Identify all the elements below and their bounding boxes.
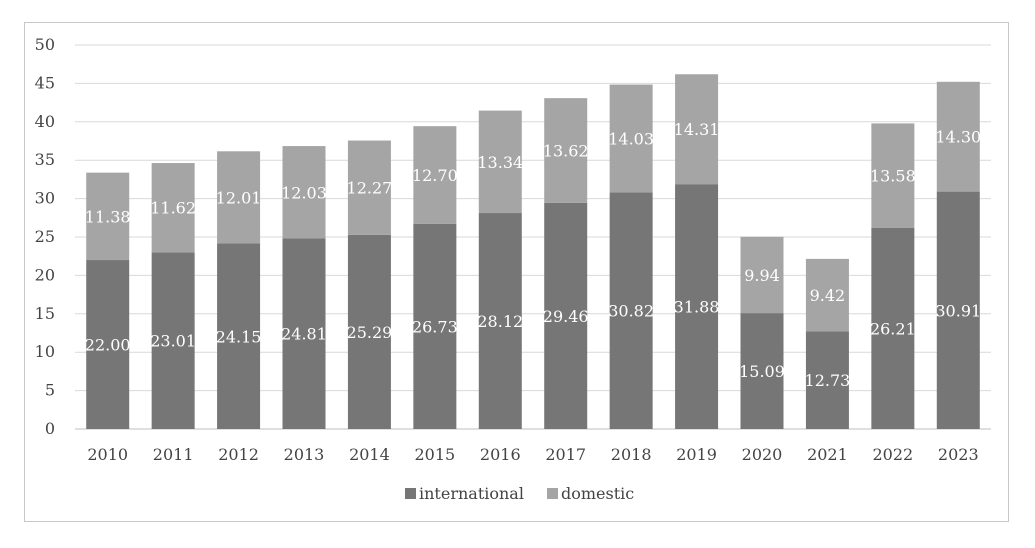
data-label-domestic-2020: 9.94 [744, 266, 780, 285]
x-tick-label: 2010 [87, 445, 128, 464]
x-tick-label: 2017 [545, 445, 586, 464]
data-label-international-2023: 30.91 [935, 301, 981, 320]
data-label-domestic-2017: 13.62 [543, 141, 589, 160]
data-label-international-2018: 30.82 [608, 302, 654, 321]
data-label-domestic-2014: 12.27 [347, 179, 393, 198]
bar-domestic-2011 [151, 163, 195, 253]
legend-swatch-international [405, 488, 416, 499]
bar-domestic-2017 [544, 98, 588, 203]
data-label-domestic-2019: 14.31 [674, 120, 720, 139]
legend-label-international: international [419, 484, 524, 503]
y-tick-label: 40 [35, 112, 55, 131]
bar-international-2011 [151, 252, 195, 429]
x-tick-label: 2012 [218, 445, 259, 464]
y-axis: 0 5 10 15 20 25 30 35 40 45 50 [35, 35, 55, 438]
data-label-international-2013: 24.81 [281, 325, 327, 344]
gridlines [75, 44, 991, 430]
data-label-international-2010: 22.00 [85, 336, 131, 355]
data-label-domestic-2011: 11.62 [150, 199, 196, 218]
data-label-domestic-2021: 9.42 [810, 286, 846, 305]
x-tick-label: 2015 [414, 445, 455, 464]
y-tick-label: 5 [45, 381, 55, 400]
x-tick-label: 2014 [349, 445, 390, 464]
x-tick-label: 2022 [872, 445, 913, 464]
bar-international-2018 [609, 192, 653, 429]
bar-international-2020 [740, 313, 784, 429]
y-tick-label: 50 [35, 35, 55, 54]
bar-international-2013 [282, 238, 326, 429]
y-tick-label: 35 [35, 150, 55, 169]
data-label-international-2011: 23.01 [150, 332, 196, 351]
data-label-domestic-2012: 12.01 [216, 188, 262, 207]
bar-domestic-2016 [478, 110, 522, 214]
data-label-international-2022: 26.21 [870, 319, 916, 338]
bar-international-2022 [871, 227, 915, 429]
x-tick-label: 2020 [742, 445, 783, 464]
y-tick-label: 0 [45, 419, 55, 438]
x-tick-label: 2013 [284, 445, 325, 464]
bar-international-2014 [347, 234, 391, 429]
bar-international-2010 [86, 260, 130, 429]
bars [86, 74, 980, 429]
x-tick-label: 2019 [676, 445, 717, 464]
data-label-international-2021: 12.73 [805, 371, 851, 390]
data-label-international-2019: 31.88 [674, 298, 720, 317]
data-label-domestic-2013: 12.03 [281, 183, 327, 202]
data-label-domestic-2010: 11.38 [85, 207, 131, 226]
data-label-international-2014: 25.29 [347, 323, 393, 342]
x-tick-label: 2011 [153, 445, 194, 464]
bar-international-2019 [675, 184, 719, 429]
x-tick-label: 2023 [938, 445, 979, 464]
data-labels: 22.00 11.38 23.01 11.62 24.15 12.01 24.81 12.03… [85, 120, 981, 390]
bar-domestic-2018 [609, 84, 653, 193]
x-tick-label: 2021 [807, 445, 848, 464]
bar-domestic-2022 [871, 123, 915, 228]
y-tick-label: 15 [35, 304, 55, 323]
data-label-international-2017: 29.46 [543, 307, 589, 326]
data-label-domestic-2018: 14.03 [608, 129, 654, 148]
data-label-domestic-2015: 12.70 [412, 166, 458, 185]
chart-frame: 0 5 10 15 20 25 30 35 40 45 50 22.00 11.38 23.01 11.6… [24, 22, 1009, 522]
bar-domestic-2023 [936, 81, 980, 192]
bar-domestic-2014 [347, 140, 391, 235]
bar-domestic-2012 [217, 151, 261, 244]
y-tick-label: 20 [35, 265, 55, 284]
bar-international-2016 [478, 213, 522, 429]
data-label-international-2016: 28.12 [477, 312, 523, 331]
bar-domestic-2013 [282, 146, 326, 239]
bar-international-2012 [217, 243, 261, 429]
stacked-bar-chart: 0 5 10 15 20 25 30 35 40 45 50 22.00 11.38 23.01 11.6… [35, 35, 991, 503]
bar-international-2023 [936, 191, 980, 429]
y-tick-label: 45 [35, 73, 55, 92]
legend-swatch-domestic [547, 488, 558, 499]
data-label-domestic-2023: 14.30 [935, 128, 981, 147]
data-label-domestic-2016: 13.34 [477, 153, 523, 172]
bar-domestic-2010 [86, 172, 130, 261]
bar-domestic-2020 [740, 236, 784, 314]
y-tick-label: 25 [35, 227, 55, 246]
legend-label-domestic: domestic [561, 484, 634, 503]
x-tick-label: 2018 [611, 445, 652, 464]
x-tick-label: 2016 [480, 445, 521, 464]
data-label-international-2020: 15.09 [739, 362, 785, 381]
bar-domestic-2015 [413, 126, 457, 224]
data-label-domestic-2022: 13.58 [870, 167, 916, 186]
bar-international-2017 [544, 202, 588, 429]
y-tick-label: 10 [35, 342, 55, 361]
x-axis: 2010 2011 2012 2013 2014 2015 2016 2017 2018 2019… [87, 445, 978, 464]
legend: international domestic [405, 484, 634, 503]
bar-international-2021 [805, 331, 849, 429]
bar-domestic-2019 [675, 74, 719, 185]
data-label-international-2012: 24.15 [216, 327, 262, 346]
bar-domestic-2021 [805, 258, 849, 332]
y-tick-label: 30 [35, 189, 55, 208]
bar-international-2015 [413, 223, 457, 429]
data-label-international-2015: 26.73 [412, 317, 458, 336]
